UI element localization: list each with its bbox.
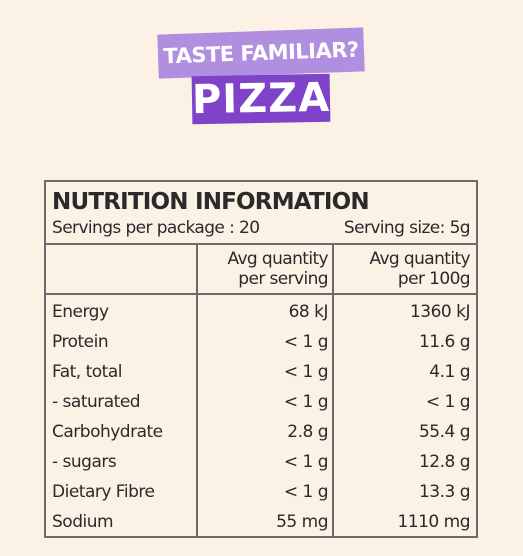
nutrient-row-energy: Energy 68 kJ 1360 kJ — [46, 297, 476, 327]
nutrient-row-saturated: - saturated < 1 g < 1 g — [46, 387, 476, 417]
value-per-100g: 4.1 g — [429, 362, 470, 382]
column-header-line: per 100g — [397, 269, 471, 289]
nutrient-row-sugars: - sugars < 1 g 12.8 g — [46, 447, 476, 477]
value-per-serving: < 1 g — [283, 482, 329, 502]
nutrient-name: Energy — [52, 302, 109, 322]
column-header-line: per serving — [238, 269, 328, 289]
nutrient-row-sodium: Sodium 55 mg 1110 mg — [46, 507, 476, 537]
column-divider — [332, 245, 334, 295]
value-per-100g: 1110 mg — [397, 512, 470, 532]
nutrient-row-carbohydrate: Carbohydrate 2.8 g 55.4 g — [46, 417, 476, 447]
value-per-serving: < 1 g — [283, 332, 329, 352]
nutrient-rows: Energy 68 kJ 1360 kJ Protein < 1 g 11.6 … — [46, 297, 476, 537]
value-per-100g: < 1 g — [425, 392, 471, 412]
value-per-serving: 2.8 g — [287, 422, 328, 442]
column-divider — [196, 245, 198, 295]
panel-title: NUTRITION INFORMATION — [52, 189, 370, 215]
value-per-serving: < 1 g — [283, 452, 329, 472]
value-per-serving: 55 mg — [276, 512, 328, 532]
column-header-line: Avg quantity — [227, 249, 328, 269]
nutrient-name: Dietary Fibre — [52, 482, 155, 502]
value-per-100g: 55.4 g — [418, 422, 471, 442]
nutrient-row-protein: Protein < 1 g 11.6 g — [46, 327, 476, 357]
nutrient-name: Fat, total — [52, 362, 122, 382]
serving-size: Serving size: 5g — [343, 218, 471, 238]
value-per-serving: < 1 g — [283, 362, 329, 382]
nutrient-name: - sugars — [52, 452, 117, 472]
value-per-100g: 13.3 g — [418, 482, 471, 502]
nutrient-name: Carbohydrate — [52, 422, 163, 442]
column-divider — [196, 295, 198, 536]
column-header-per-serving: Avg quantity per serving — [227, 249, 328, 289]
column-header-line: Avg quantity — [369, 249, 470, 269]
column-header-row: Avg quantity per serving Avg quantity pe… — [46, 245, 476, 295]
tagline-badge: TASTE FAMILIAR? — [157, 27, 365, 79]
nutrient-row-fat-total: Fat, total < 1 g 4.1 g — [46, 357, 476, 387]
value-per-100g: 12.8 g — [418, 452, 471, 472]
nutrient-name: Protein — [52, 332, 109, 352]
value-per-100g: 1360 kJ — [409, 302, 471, 322]
value-per-serving: < 1 g — [283, 392, 329, 412]
nutrient-name: Sodium — [52, 512, 114, 532]
nutrient-name: - saturated — [52, 392, 141, 412]
value-per-serving: 68 kJ — [288, 302, 329, 322]
flavour-badge: PIZZA — [191, 73, 331, 125]
nutrition-panel: NUTRITION INFORMATION Servings per packa… — [44, 180, 478, 538]
servings-per-package: Servings per package : 20 — [52, 218, 260, 238]
nutrient-row-dietary-fibre: Dietary Fibre < 1 g 13.3 g — [46, 477, 476, 507]
column-divider — [332, 295, 334, 536]
value-per-100g: 11.6 g — [418, 332, 471, 352]
column-header-per-100g: Avg quantity per 100g — [369, 249, 470, 289]
nutrition-panel-header: NUTRITION INFORMATION Servings per packa… — [46, 182, 476, 245]
